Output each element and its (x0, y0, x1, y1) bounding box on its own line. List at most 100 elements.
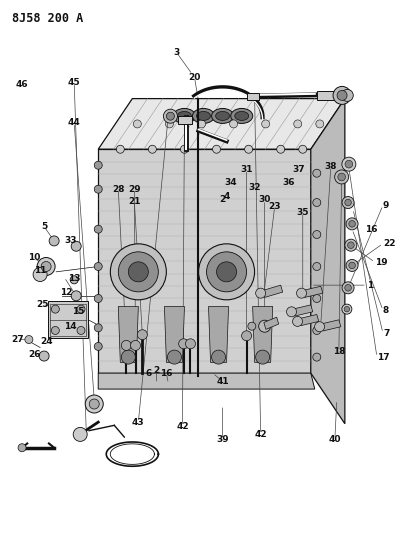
Text: 38: 38 (324, 162, 337, 171)
Polygon shape (118, 306, 138, 362)
Circle shape (338, 173, 346, 181)
Circle shape (89, 399, 99, 409)
Circle shape (180, 145, 188, 154)
Circle shape (94, 185, 102, 193)
Text: 40: 40 (328, 435, 341, 444)
Ellipse shape (212, 108, 234, 124)
Circle shape (348, 242, 354, 248)
Text: 2: 2 (219, 196, 226, 204)
Text: 8: 8 (383, 306, 389, 314)
Circle shape (248, 322, 256, 330)
Circle shape (164, 109, 177, 123)
Text: 12: 12 (60, 288, 73, 296)
Circle shape (122, 350, 135, 364)
Circle shape (18, 443, 26, 452)
Circle shape (179, 339, 188, 349)
Circle shape (313, 294, 321, 303)
Circle shape (335, 170, 348, 184)
Text: 23: 23 (268, 203, 281, 211)
Circle shape (256, 288, 265, 298)
Polygon shape (263, 285, 283, 297)
Text: 33: 33 (64, 237, 77, 245)
Text: 36: 36 (282, 178, 295, 187)
Circle shape (94, 161, 102, 169)
Circle shape (316, 120, 324, 128)
Circle shape (207, 252, 247, 292)
Polygon shape (98, 149, 311, 373)
Polygon shape (303, 286, 323, 297)
Text: 9: 9 (383, 201, 389, 209)
Circle shape (198, 244, 255, 300)
Circle shape (259, 320, 271, 332)
Text: 29: 29 (128, 185, 141, 193)
Text: 26: 26 (28, 351, 41, 359)
Circle shape (85, 395, 103, 413)
Circle shape (345, 285, 351, 291)
Circle shape (342, 282, 354, 294)
Text: 20: 20 (188, 73, 200, 82)
Text: 42: 42 (254, 430, 267, 439)
Circle shape (342, 197, 354, 208)
Circle shape (77, 305, 85, 313)
Circle shape (349, 262, 355, 269)
Polygon shape (98, 373, 315, 389)
Circle shape (277, 145, 285, 154)
Ellipse shape (177, 111, 191, 120)
Text: 11: 11 (34, 266, 47, 274)
Text: 19: 19 (375, 258, 387, 266)
Circle shape (134, 120, 141, 128)
Circle shape (342, 157, 356, 171)
Circle shape (94, 324, 102, 332)
Text: 4: 4 (223, 192, 230, 200)
Text: 1: 1 (367, 281, 373, 289)
Ellipse shape (216, 111, 230, 120)
Text: 7: 7 (383, 329, 389, 337)
Circle shape (128, 262, 148, 282)
Text: 32: 32 (248, 183, 261, 192)
Polygon shape (299, 314, 319, 326)
Polygon shape (311, 99, 345, 424)
Circle shape (345, 160, 353, 168)
Polygon shape (247, 93, 259, 100)
Circle shape (313, 262, 321, 271)
Circle shape (148, 145, 156, 154)
Polygon shape (209, 306, 229, 362)
Text: 35: 35 (296, 208, 309, 216)
Polygon shape (293, 305, 313, 316)
Circle shape (344, 306, 350, 312)
Circle shape (33, 268, 47, 281)
Circle shape (337, 91, 347, 100)
Polygon shape (264, 317, 279, 329)
Text: 34: 34 (224, 178, 237, 187)
Circle shape (186, 339, 195, 349)
Circle shape (345, 239, 357, 251)
Polygon shape (48, 301, 88, 338)
Circle shape (71, 291, 81, 301)
Circle shape (349, 221, 355, 227)
Circle shape (138, 330, 147, 340)
Circle shape (77, 326, 85, 335)
Text: 5: 5 (41, 222, 47, 231)
Text: 16: 16 (160, 369, 173, 377)
Text: 3: 3 (173, 48, 180, 56)
Text: 39: 39 (216, 435, 229, 444)
Ellipse shape (196, 111, 211, 120)
Text: 41: 41 (216, 377, 229, 385)
Circle shape (110, 244, 166, 300)
Circle shape (230, 120, 237, 128)
Circle shape (213, 145, 221, 154)
Text: 45: 45 (68, 78, 81, 87)
Circle shape (39, 351, 49, 361)
Circle shape (122, 341, 131, 350)
Text: 8J58 200 A: 8J58 200 A (12, 12, 83, 25)
Text: 10: 10 (28, 254, 40, 262)
Text: 16: 16 (365, 225, 377, 233)
Circle shape (299, 145, 307, 154)
Polygon shape (164, 306, 184, 362)
Circle shape (313, 230, 321, 239)
Circle shape (313, 198, 321, 207)
Circle shape (294, 120, 302, 128)
Text: 21: 21 (128, 197, 141, 206)
Circle shape (37, 257, 55, 276)
Text: 31: 31 (240, 165, 253, 174)
